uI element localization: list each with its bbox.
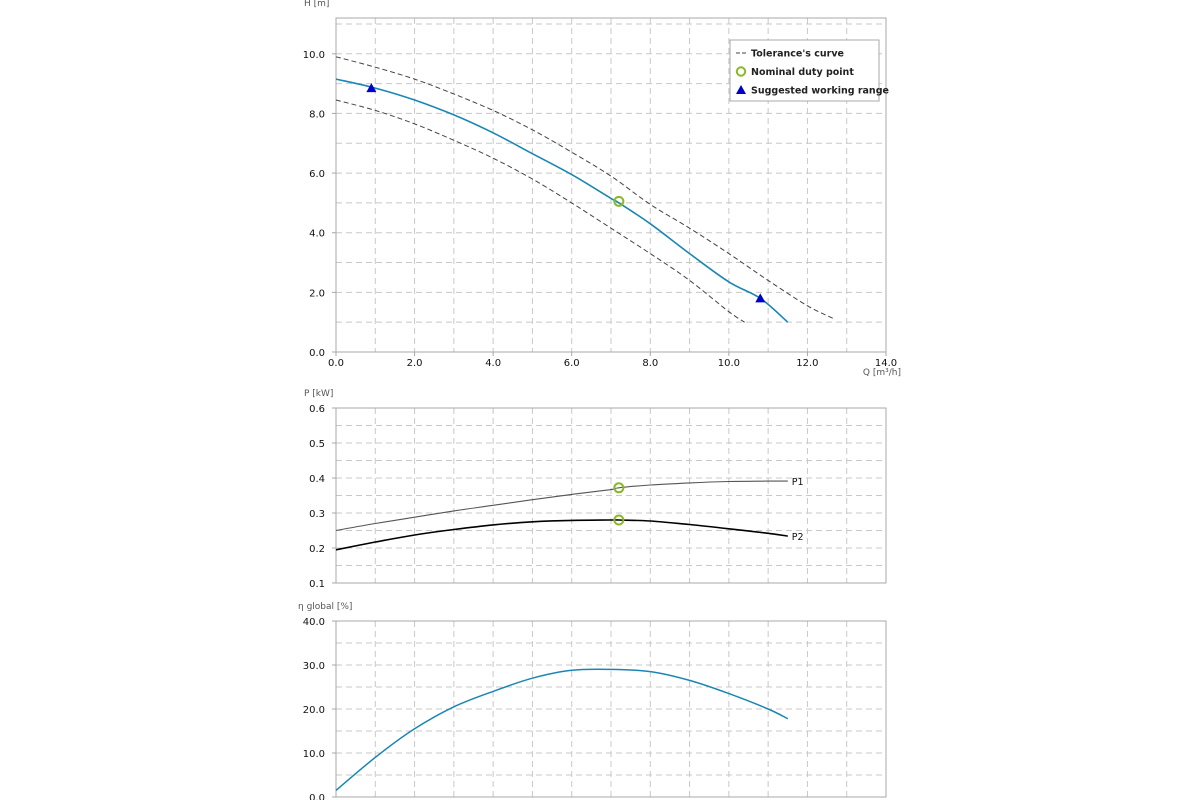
- head-panel-frame: [335, 17, 887, 353]
- x-tick-label: 8.0: [642, 358, 658, 369]
- y-tick-label: 10.0: [303, 50, 325, 61]
- legend-symbol-triangle: [736, 85, 746, 94]
- y-tick-label: 0.4: [309, 474, 325, 485]
- tolerance-lower-curve: [335, 99, 745, 323]
- y-tick-label: 6.0: [309, 169, 325, 180]
- efficiency-panel-y-axis-label: η global [%]: [298, 602, 352, 612]
- legend-item-label: Suggested working range: [751, 86, 889, 97]
- power-panel-frame: [335, 407, 887, 584]
- y-tick-label: 4.0: [309, 229, 325, 240]
- x-tick-label: 0.0: [328, 358, 344, 369]
- efficiency-curve: [335, 668, 789, 791]
- legend-item-label: Tolerance's curve: [751, 49, 844, 60]
- working-range-marker: [755, 293, 766, 303]
- y-tick-label: 0.0: [309, 348, 325, 359]
- working-range-marker: [366, 83, 377, 93]
- legend-item-label: Nominal duty point: [751, 67, 854, 78]
- y-tick-label: 0.2: [309, 544, 325, 555]
- head-panel-y-axis-label: H [m]: [304, 0, 329, 9]
- power-panel-y-axis-label: P [kW]: [304, 389, 333, 399]
- x-tick-label: 4.0: [485, 358, 501, 369]
- x-axis-label: Q [m³/h]: [863, 368, 901, 378]
- y-tick-label: 20.0: [303, 705, 325, 716]
- legend-symbol-circle: [735, 66, 747, 77]
- p1-curve: [335, 480, 788, 532]
- legend-box: [729, 39, 880, 102]
- series-label-p1: P1: [792, 477, 804, 488]
- y-tick-label: 0.3: [309, 509, 325, 520]
- x-tick-label: 12.0: [796, 358, 818, 369]
- y-tick-label: 40.0: [303, 617, 325, 628]
- p2-curve: [335, 519, 788, 551]
- y-tick-label: 0.6: [309, 404, 325, 415]
- y-tick-label: 10.0: [303, 749, 325, 760]
- duty-point-marker: [613, 195, 625, 207]
- y-tick-label: 2.0: [309, 288, 325, 299]
- y-tick-label: 8.0: [309, 109, 325, 120]
- y-tick-label: 0.0: [309, 793, 325, 800]
- duty-point-marker: [613, 514, 625, 526]
- x-tick-label: 10.0: [718, 358, 740, 369]
- y-tick-label: 0.1: [309, 579, 325, 590]
- y-tick-label: 30.0: [303, 661, 325, 672]
- x-tick-label: 6.0: [564, 358, 580, 369]
- x-tick-label: 14.0: [875, 358, 897, 369]
- x-tick-label: 2.0: [407, 358, 423, 369]
- series-label-p2: P2: [792, 532, 804, 543]
- duty-point-marker: [613, 482, 625, 494]
- head-curve: [335, 78, 789, 323]
- y-tick-label: 0.5: [309, 439, 325, 450]
